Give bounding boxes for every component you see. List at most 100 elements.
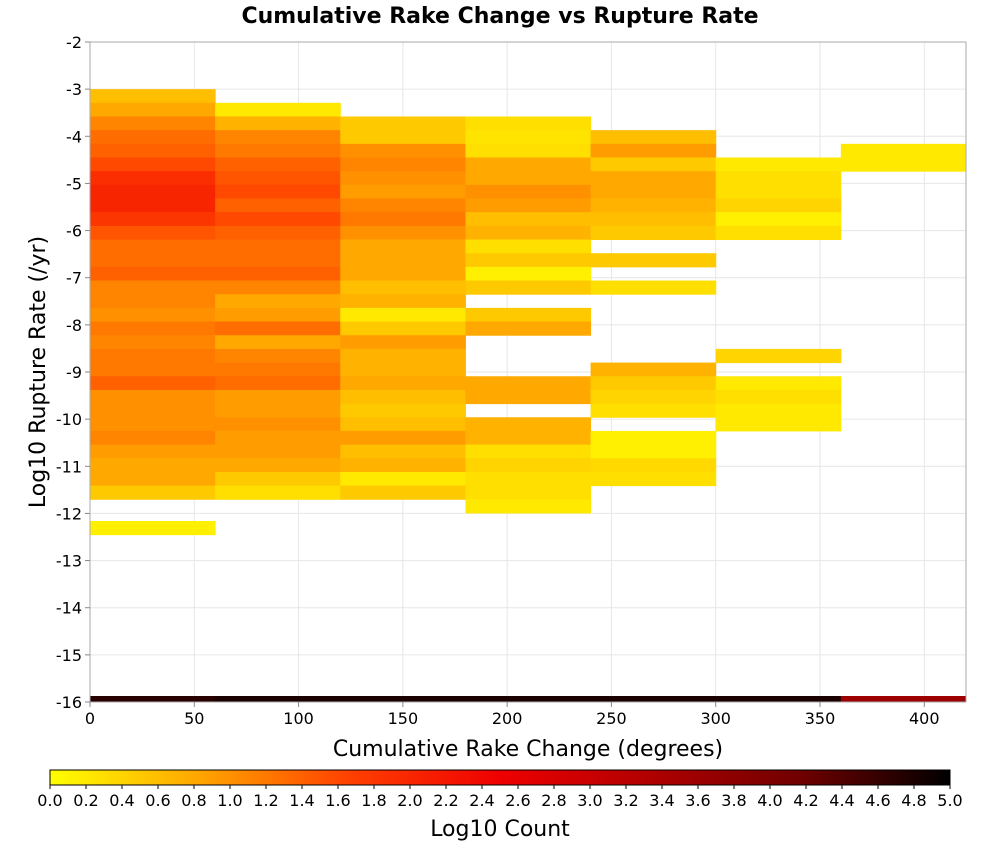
colorbar	[49, 769, 951, 786]
heatmap-cell	[340, 444, 466, 459]
heatmap-cell	[715, 157, 842, 172]
heatmap-cell	[90, 403, 216, 418]
heatmap-cell	[90, 444, 216, 459]
heatmap-cell	[215, 362, 341, 377]
colorbar-tick-label: 0.2	[73, 791, 98, 810]
colorbar-tick-label: 2.6	[505, 791, 530, 810]
heatmap-cell	[90, 294, 216, 309]
heatmap-cell	[465, 471, 592, 487]
heatmap-cell	[465, 389, 592, 405]
heatmap-cell	[340, 294, 466, 309]
x-tick-label: 100	[283, 709, 314, 728]
heatmap-cell	[215, 417, 341, 432]
heatmap-cell	[715, 376, 842, 391]
y-tick-label: -13	[56, 552, 82, 571]
heatmap-cell	[90, 143, 216, 158]
heatmap-cell	[215, 376, 341, 391]
heatmap-cell	[340, 143, 466, 158]
heatmap-cell	[465, 376, 592, 391]
heatmap-cell	[215, 198, 341, 213]
x-tick-label: 250	[596, 709, 627, 728]
heatmap-cell	[465, 198, 592, 213]
colorbar-tick-label: 2.2	[433, 791, 458, 810]
heatmap-cell	[90, 335, 216, 350]
heatmap-cell	[215, 485, 341, 500]
heatmap-cell	[465, 130, 592, 145]
heatmap-cell	[340, 212, 466, 227]
y-tick-label: -5	[66, 174, 82, 193]
x-tick-label: 350	[805, 709, 836, 728]
heatmap-cell	[715, 198, 842, 213]
heatmap-cell	[465, 212, 592, 227]
heatmap-cell	[590, 184, 717, 200]
heatmap-cell	[465, 157, 592, 172]
heatmap-cell	[590, 430, 717, 446]
heatmap-cell	[90, 102, 216, 117]
heatmap-cell	[590, 403, 717, 418]
heatmap-cell	[340, 417, 466, 432]
heatmap-cell	[90, 362, 216, 377]
heatmap-cell	[215, 184, 341, 200]
y-tick-label: -10	[56, 410, 82, 429]
heatmap-cell	[590, 362, 717, 377]
heatmap-cell	[715, 225, 842, 241]
y-tick-label: -11	[56, 457, 82, 476]
heatmap-cell	[340, 184, 466, 200]
heatmap-cell	[715, 696, 842, 703]
heatmap-cell	[340, 335, 466, 350]
heatmap-cell	[215, 444, 341, 459]
heatmap-cell	[590, 198, 717, 213]
heatmap-cell	[840, 157, 967, 172]
heatmap-cell	[340, 458, 466, 473]
heatmap-cell	[90, 417, 216, 432]
colorbar-tick-label: 1.0	[217, 791, 242, 810]
heatmap-cell	[90, 458, 216, 473]
x-tick-label: 300	[700, 709, 731, 728]
heatmap-cell	[340, 253, 466, 268]
heatmap-cell	[340, 485, 466, 500]
heatmap-cell	[465, 444, 592, 459]
heatmap-cell	[340, 471, 466, 487]
heatmap-cell	[215, 307, 341, 323]
x-tick-label: 0	[85, 709, 95, 728]
colorbar-tick-label: 1.6	[325, 791, 350, 810]
heatmap-cell	[590, 471, 717, 487]
heatmap-cell	[215, 102, 341, 117]
heatmap-cell	[715, 403, 842, 418]
heatmap-cell	[340, 116, 466, 131]
heatmap-cell	[465, 458, 592, 473]
heatmap-cell	[90, 116, 216, 131]
heatmap-cell	[215, 389, 341, 405]
heatmap-cell	[465, 184, 592, 200]
heatmap-cell	[340, 403, 466, 418]
heatmap-cell	[465, 307, 592, 323]
y-tick-label: -7	[66, 269, 82, 288]
heatmap-cell	[465, 485, 592, 500]
heatmap-cell	[215, 143, 341, 158]
heatmap-cell	[215, 280, 341, 295]
heatmap-cell	[90, 225, 216, 241]
heatmap-cell	[340, 389, 466, 405]
heatmap-cell	[340, 239, 466, 254]
heatmap-cell	[340, 321, 466, 336]
heatmap-cell	[840, 143, 967, 158]
heatmap-cell	[340, 266, 466, 282]
heatmap-cell	[465, 430, 592, 446]
heatmap-cell	[90, 239, 216, 254]
heatmap-cell	[715, 212, 842, 227]
heatmap-cell	[90, 430, 216, 446]
heatmap-cell	[590, 212, 717, 227]
heatmap-cell	[215, 157, 341, 172]
colorbar-tick-label: 2.4	[469, 791, 494, 810]
colorbar-tick-label: 5.0	[937, 791, 962, 810]
heatmap-cell	[215, 348, 341, 364]
heatmap-cell	[90, 389, 216, 405]
heatmap-cell	[90, 130, 216, 145]
x-axis-label: Cumulative Rake Change (degrees)	[333, 737, 723, 762]
heatmap-cell	[590, 389, 717, 405]
colorbar-tick-label: 0.0	[37, 791, 62, 810]
colorbar-tick-label: 2.0	[397, 791, 422, 810]
x-tick-label: 50	[184, 709, 204, 728]
x-axis-ticks: 0 50 100 150 200 250 300 350 400	[85, 702, 940, 728]
colorbar-tick-label: 0.8	[181, 791, 206, 810]
